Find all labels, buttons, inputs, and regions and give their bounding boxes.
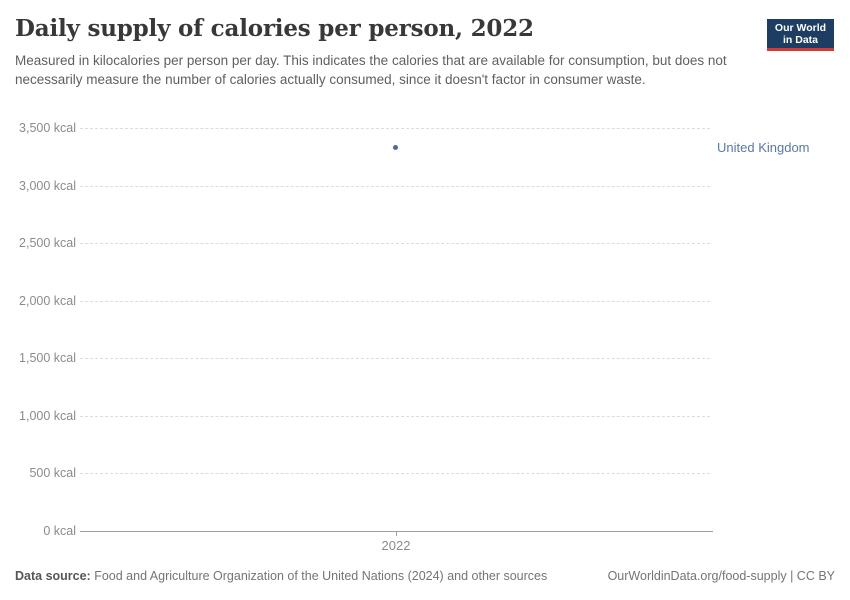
- page-title: Daily supply of calories per person, 202…: [15, 15, 534, 42]
- y-tick-label: 0 kcal: [43, 524, 76, 538]
- gridline: [80, 416, 710, 417]
- y-tick-label: 2,000 kcal: [19, 294, 76, 308]
- y-tick-label: 2,500 kcal: [19, 236, 76, 250]
- page-subtitle: Measured in kilocalories per person per …: [15, 53, 727, 87]
- gridline: [80, 243, 710, 244]
- owid-logo-line2: in Data: [782, 33, 818, 46]
- datasource-label: Data source:: [15, 569, 91, 583]
- gridline: [80, 186, 710, 187]
- gridline: [80, 473, 710, 474]
- y-tick-label: 3,000 kcal: [19, 179, 76, 193]
- y-tick-label: 3,500 kcal: [19, 121, 76, 135]
- datasource-line: Data source: Food and Agriculture Organi…: [15, 569, 547, 583]
- footer: Data source: Food and Agriculture Organi…: [15, 569, 835, 583]
- gridline: [80, 301, 710, 302]
- gridline: [80, 128, 710, 129]
- x-tick-label: 2022: [381, 538, 411, 553]
- data-point[interactable]: [393, 145, 398, 150]
- datasource-text: Food and Agriculture Organization of the…: [90, 569, 548, 583]
- y-tick-label: 1,500 kcal: [19, 351, 76, 365]
- y-tick-label: 500 kcal: [29, 466, 76, 480]
- credit-link[interactable]: OurWorldinData.org/food-supply | CC BY: [607, 569, 835, 583]
- owid-logo[interactable]: Our World in Data: [767, 19, 834, 51]
- owid-logo-line1: Our World: [774, 21, 827, 34]
- gridline: [80, 358, 710, 359]
- y-tick-label: 1,000 kcal: [19, 409, 76, 423]
- entity-label[interactable]: United Kingdom: [717, 140, 810, 155]
- x-axis-tick: [396, 531, 397, 536]
